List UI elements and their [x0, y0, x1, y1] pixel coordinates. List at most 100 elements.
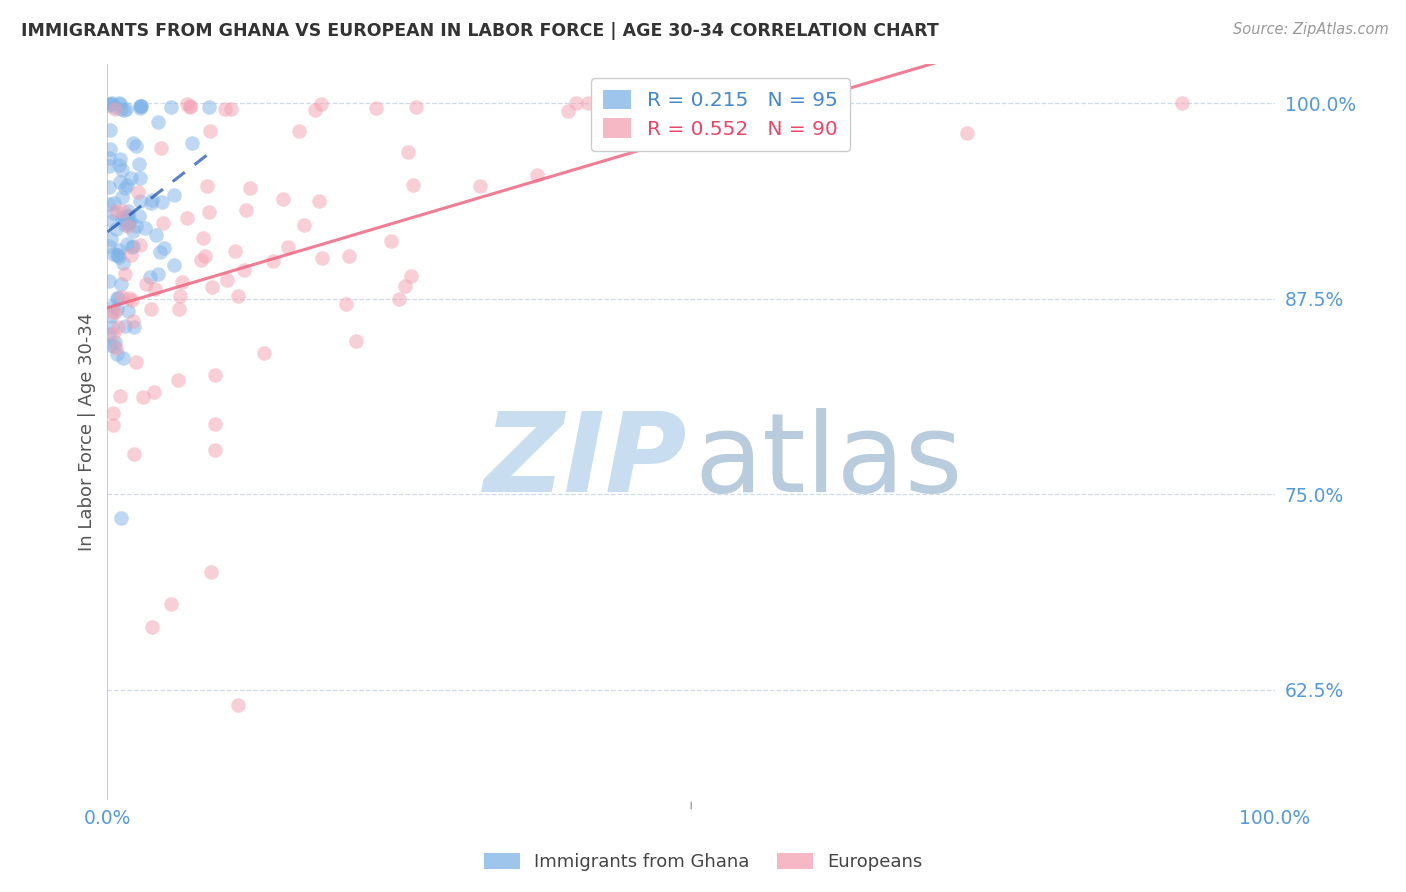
Point — [121, 293, 143, 307]
Point — [104, 334, 127, 349]
Point — [122, 224, 145, 238]
Point — [167, 302, 190, 317]
Point — [100, 320, 122, 334]
Point — [97, 98, 120, 112]
Point — [108, 96, 131, 111]
Point — [204, 442, 226, 457]
Point — [108, 153, 131, 167]
Point — [112, 204, 135, 219]
Point — [100, 309, 122, 323]
Point — [128, 209, 150, 223]
Point — [100, 97, 122, 112]
Point — [143, 385, 166, 400]
Point — [107, 248, 129, 262]
Point — [233, 263, 256, 277]
Point — [103, 339, 125, 353]
Point — [110, 102, 132, 116]
Point — [117, 178, 139, 193]
Point — [127, 185, 149, 199]
Point — [149, 245, 172, 260]
Point — [956, 126, 979, 140]
Point — [214, 102, 236, 116]
Point — [103, 418, 125, 433]
Point — [141, 195, 163, 210]
Point — [141, 620, 163, 634]
Point — [311, 252, 333, 266]
Point — [179, 100, 201, 114]
Point — [114, 211, 136, 226]
Point — [200, 566, 222, 580]
Point — [122, 239, 145, 253]
Point — [121, 313, 143, 327]
Point — [111, 190, 134, 204]
Point — [308, 194, 330, 209]
Point — [304, 103, 326, 117]
Point — [117, 304, 139, 318]
Point — [111, 211, 134, 225]
Point — [198, 205, 221, 219]
Legend: Immigrants from Ghana, Europeans: Immigrants from Ghana, Europeans — [477, 846, 929, 879]
Point — [121, 240, 143, 254]
Point — [114, 213, 136, 227]
Point — [98, 123, 121, 137]
Point — [271, 192, 294, 206]
Point — [238, 180, 260, 194]
Point — [204, 368, 226, 382]
Point — [103, 326, 125, 341]
Point — [108, 243, 131, 257]
Point — [101, 299, 124, 313]
Point — [97, 152, 120, 166]
Point — [134, 221, 156, 235]
Point — [565, 96, 588, 111]
Point — [152, 216, 174, 230]
Legend: R = 0.215   N = 95, R = 0.552   N = 90: R = 0.215 N = 95, R = 0.552 N = 90 — [591, 78, 851, 151]
Point — [115, 102, 138, 116]
Point — [111, 290, 134, 304]
Point — [101, 214, 124, 228]
Point — [292, 218, 315, 232]
Point — [120, 248, 142, 262]
Point — [176, 211, 198, 225]
Point — [204, 417, 226, 431]
Point — [364, 102, 387, 116]
Point — [114, 268, 136, 282]
Point — [117, 217, 139, 231]
Point — [129, 194, 152, 209]
Point — [170, 275, 193, 289]
Point — [104, 341, 127, 355]
Point — [112, 103, 135, 117]
Point — [388, 292, 411, 306]
Point — [606, 96, 628, 111]
Point — [103, 305, 125, 319]
Point — [108, 97, 131, 112]
Point — [335, 297, 357, 311]
Point — [198, 99, 221, 113]
Point — [114, 218, 136, 232]
Point — [149, 141, 172, 155]
Point — [125, 355, 148, 369]
Point — [169, 289, 191, 303]
Point — [104, 222, 127, 236]
Point — [153, 241, 176, 255]
Point — [110, 510, 132, 524]
Point — [129, 238, 152, 252]
Point — [105, 291, 128, 305]
Point — [101, 247, 124, 261]
Point — [277, 240, 299, 254]
Point — [105, 247, 128, 261]
Point — [105, 347, 128, 361]
Text: ZIP: ZIP — [484, 408, 688, 515]
Point — [195, 179, 218, 194]
Point — [108, 389, 131, 403]
Point — [219, 102, 242, 116]
Point — [163, 258, 186, 272]
Point — [118, 214, 141, 228]
Point — [180, 136, 202, 150]
Point — [104, 102, 127, 116]
Point — [107, 320, 129, 334]
Point — [176, 97, 198, 112]
Point — [201, 279, 224, 293]
Point — [97, 238, 120, 252]
Point — [309, 97, 332, 112]
Point — [103, 195, 125, 210]
